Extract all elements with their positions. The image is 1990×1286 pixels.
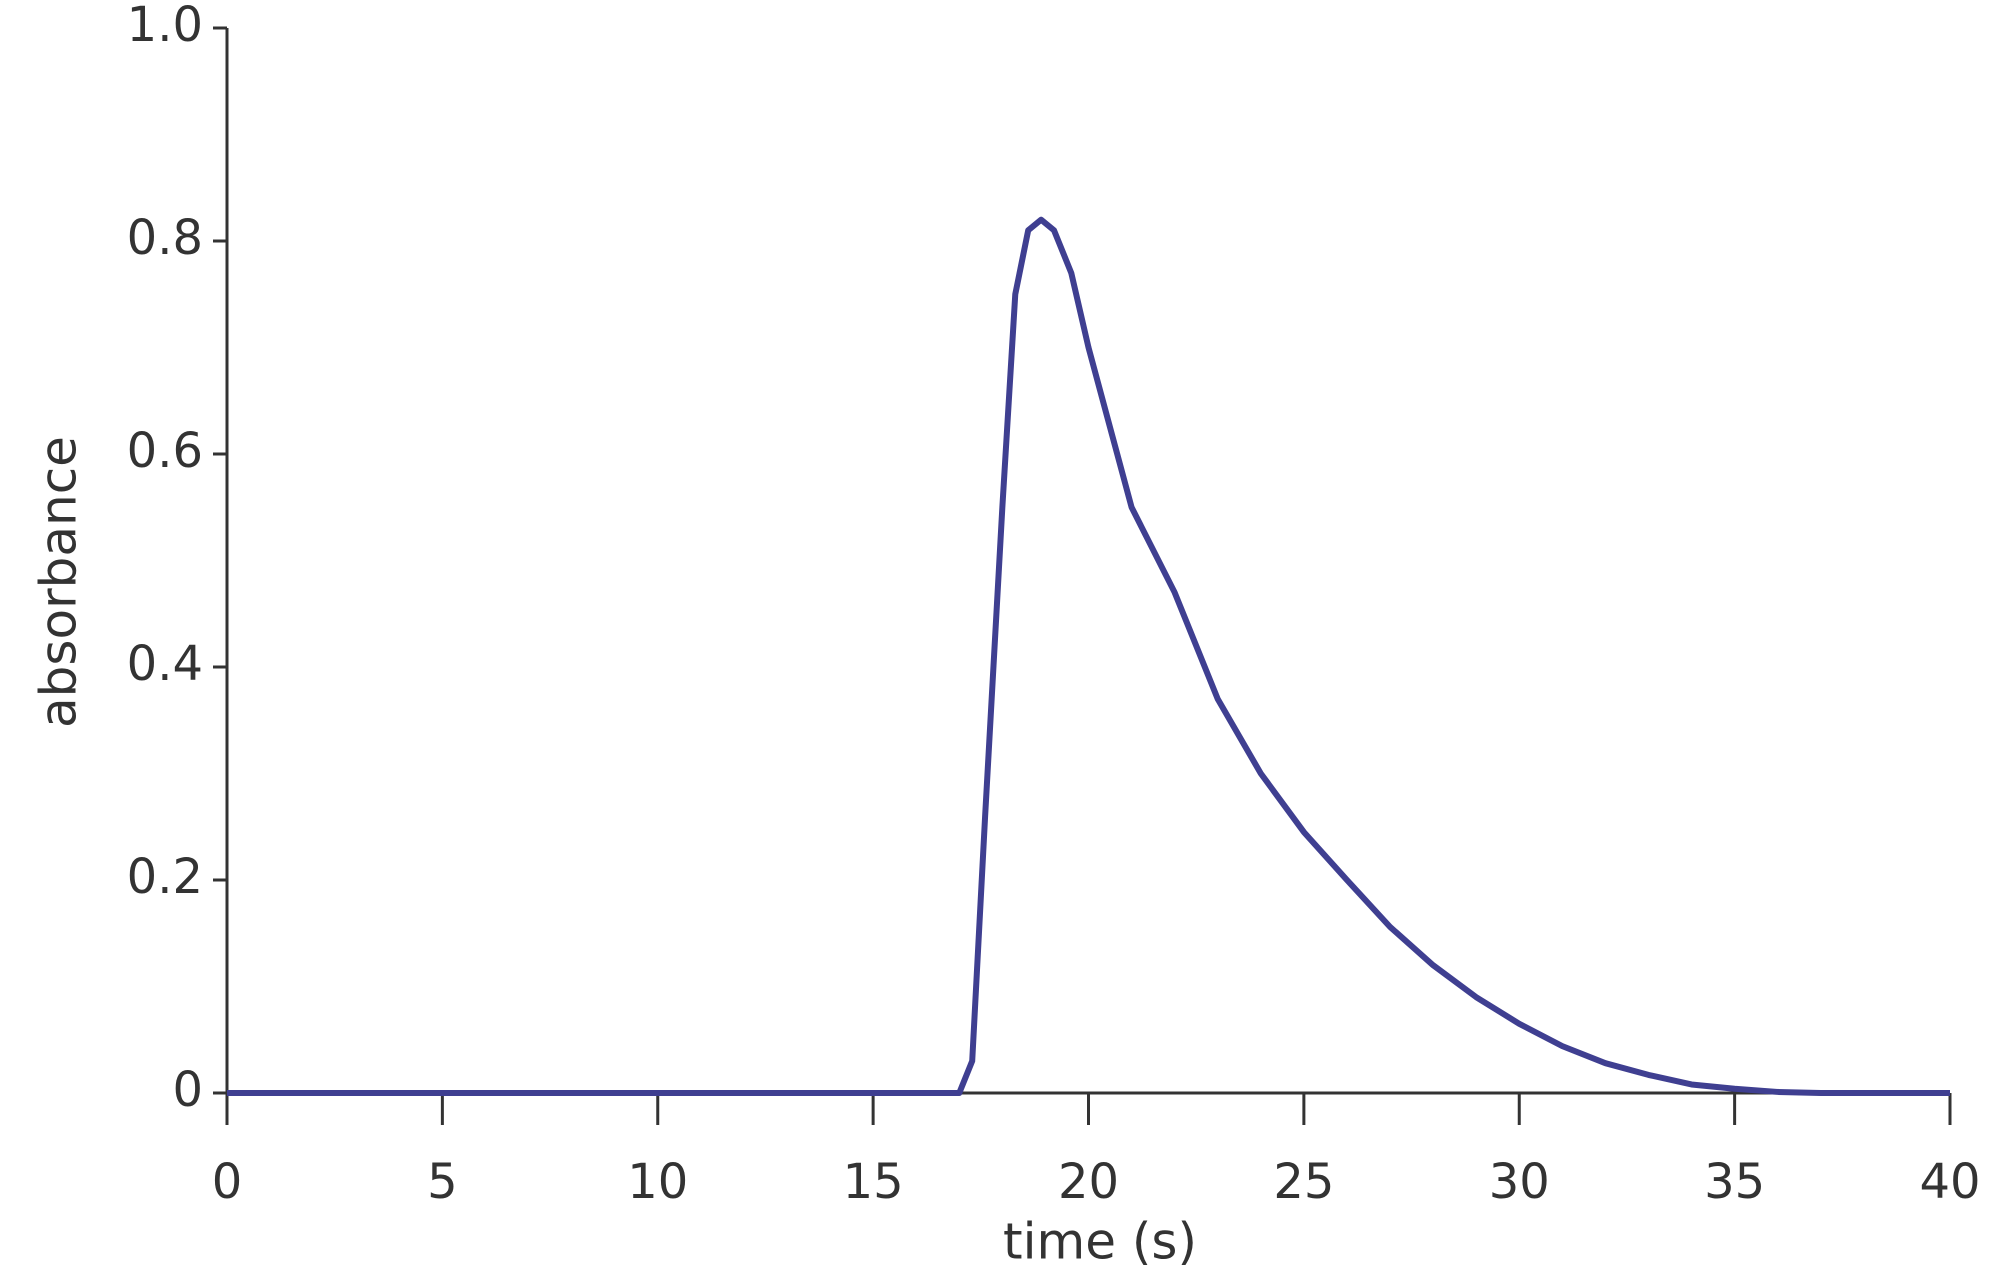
x-tick-label: 15 — [843, 1154, 904, 1210]
x-axis-label: time (s) — [1003, 1213, 1197, 1271]
y-tick-label: 0.4 — [127, 636, 203, 692]
x-tick-label: 30 — [1489, 1154, 1550, 1210]
x-tick-label: 35 — [1704, 1154, 1765, 1210]
y-tick-label: 0.6 — [127, 423, 203, 479]
x-tick-label: 25 — [1273, 1154, 1334, 1210]
y-tick-label: 0.8 — [127, 210, 203, 266]
x-tick-label: 0 — [212, 1154, 243, 1210]
x-tick-label: 20 — [1058, 1154, 1119, 1210]
x-tick-label: 5 — [427, 1154, 458, 1210]
y-axis-label: absorbance — [30, 436, 88, 728]
y-tick-label: 0.2 — [127, 849, 203, 905]
y-tick-label: 1.0 — [127, 0, 203, 53]
x-tick-label: 10 — [627, 1154, 688, 1210]
y-tick-label: 0 — [172, 1062, 203, 1118]
x-tick-label: 40 — [1919, 1154, 1980, 1210]
data-line — [227, 216, 1950, 1096]
